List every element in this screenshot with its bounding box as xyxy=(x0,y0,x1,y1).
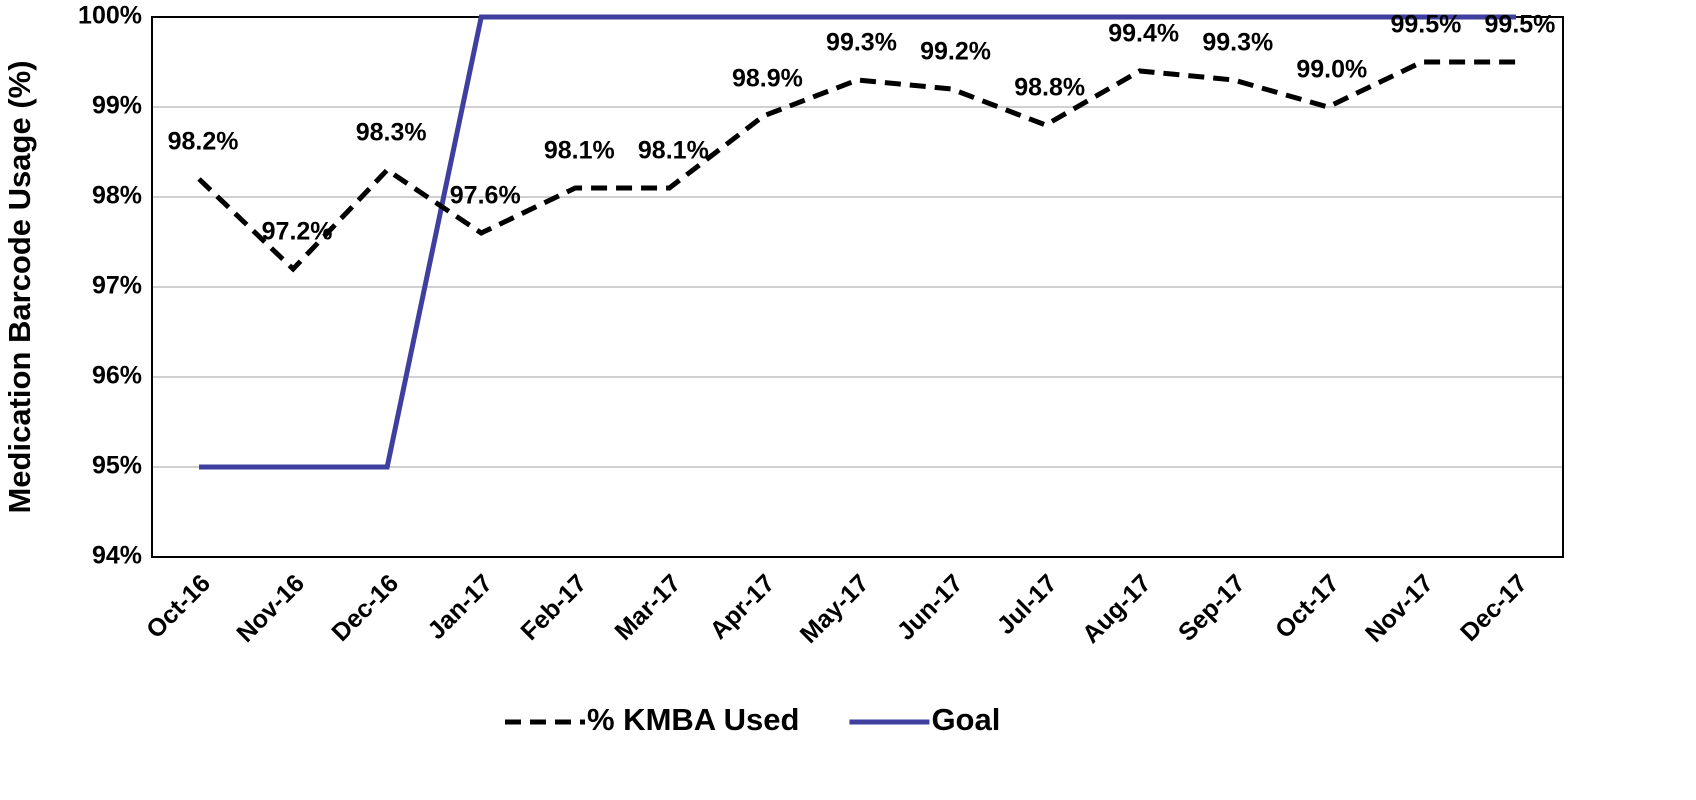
x-tick-label: Jul-17 xyxy=(992,569,1063,640)
data-label: 99.5% xyxy=(1390,11,1461,39)
data-label: 99.3% xyxy=(1202,29,1273,57)
x-tick-label: Sep-17 xyxy=(1173,569,1251,647)
series-line xyxy=(199,14,1516,470)
y-tick-label: 94% xyxy=(92,542,142,570)
data-label: 99.5% xyxy=(1485,11,1556,39)
x-tick-label: Feb-17 xyxy=(515,569,592,646)
data-label: 99.0% xyxy=(1296,56,1367,84)
data-label: 99.4% xyxy=(1108,20,1179,48)
x-tick-label: Apr-17 xyxy=(705,569,781,645)
x-tick-label: Oct-16 xyxy=(141,569,216,644)
y-tick-label: 96% xyxy=(92,362,142,390)
data-label: 97.2% xyxy=(262,218,333,246)
x-tick-label: Jan-17 xyxy=(422,569,498,645)
data-label: 98.3% xyxy=(356,119,427,147)
data-label: 98.2% xyxy=(168,128,239,156)
x-tick-label: Oct-17 xyxy=(1270,569,1345,644)
data-label: 98.8% xyxy=(1014,74,1085,102)
legend-label: % KMBA Used xyxy=(587,702,799,737)
y-tick-label: 98% xyxy=(92,182,142,210)
legend-label: Goal xyxy=(931,702,1000,737)
x-tick-label: Mar-17 xyxy=(609,569,686,646)
y-axis-title: Medication Barcode Usage (%) xyxy=(2,60,37,513)
x-tick-label: Nov-17 xyxy=(1360,569,1439,648)
x-tick-label: Dec-17 xyxy=(1455,569,1533,647)
y-tick-label: 97% xyxy=(92,272,142,300)
data-label: 98.9% xyxy=(732,65,803,93)
y-tick-label: 95% xyxy=(92,452,142,480)
data-label: 97.6% xyxy=(450,182,521,210)
x-tick-label: May-17 xyxy=(795,569,875,649)
x-tick-label: Dec-16 xyxy=(326,569,404,647)
y-tick-label: 99% xyxy=(92,92,142,120)
x-tick-label: Jun-17 xyxy=(892,569,969,646)
data-label: 99.3% xyxy=(826,29,897,57)
y-tick-label: 100% xyxy=(78,2,142,30)
data-label: 98.1% xyxy=(638,137,709,165)
x-tick-label: Aug-17 xyxy=(1077,569,1157,649)
x-tick-label: Nov-16 xyxy=(231,569,310,648)
series-line xyxy=(197,59,1516,273)
data-label: 99.2% xyxy=(920,38,991,66)
data-label: 98.1% xyxy=(544,137,615,165)
